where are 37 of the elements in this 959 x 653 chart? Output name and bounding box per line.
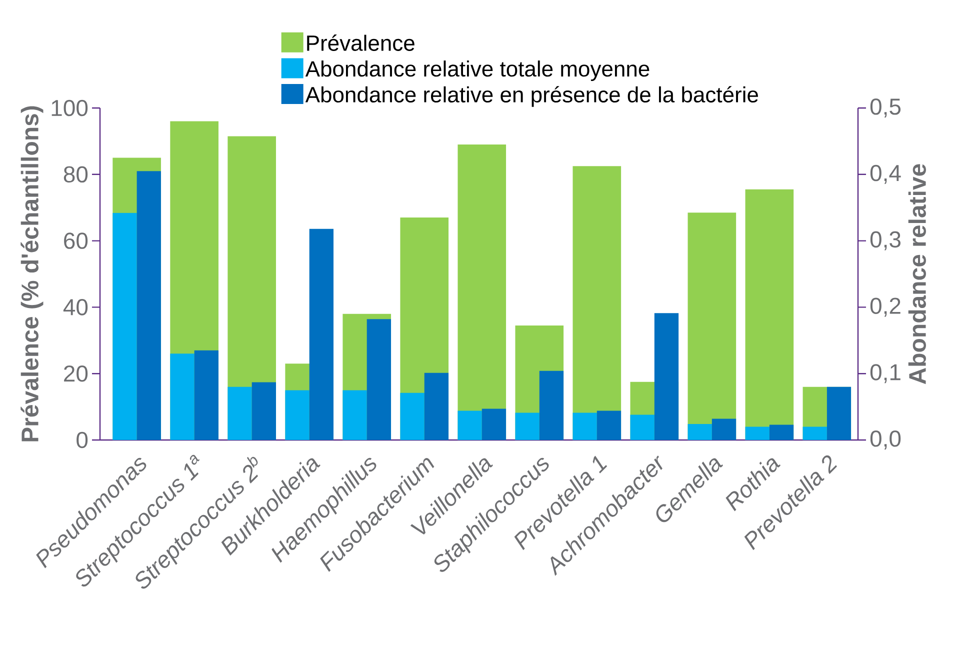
legend-label: Abondance relative totale moyenne (305, 60, 650, 82)
y2-tick-label: 0,0 (870, 430, 901, 450)
bar (572, 412, 597, 440)
bar (170, 354, 194, 440)
bar (688, 424, 712, 440)
bar (482, 408, 506, 440)
y-tick-label: 100 (52, 100, 88, 116)
bar (194, 350, 218, 440)
y2-tick-label: 0,5 (870, 98, 901, 118)
bar (252, 382, 276, 440)
bar (712, 418, 736, 440)
bar (309, 228, 334, 440)
bar (228, 386, 252, 440)
legend-label: Prévalence (307, 34, 414, 51)
y-tick-label: 60 (64, 232, 88, 249)
bar (539, 370, 564, 440)
y2-tick-label: 0,3 (870, 231, 900, 250)
y2-axis-title: Abondance relative (908, 164, 926, 384)
y-axis-title: Prévalence (% d'échantillons) (20, 106, 44, 442)
y-tick-label: 20 (64, 365, 88, 382)
y-tick-label: 0 (76, 432, 88, 448)
y-tick-label: 40 (63, 299, 88, 316)
bar (802, 426, 827, 440)
bar (342, 390, 367, 440)
bar (630, 414, 654, 440)
bar (424, 372, 449, 440)
bar (515, 412, 540, 440)
y2-tick-label: 0,1 (870, 364, 900, 384)
bar (769, 424, 794, 440)
y-tick-label: 80 (64, 166, 88, 183)
bar (745, 426, 770, 440)
bar (458, 410, 482, 440)
bar (400, 392, 424, 440)
legend-label: Abondance relative en présence de la bactérie (305, 86, 758, 107)
y2-tick-label: 0,2 (870, 298, 900, 317)
bar (596, 410, 622, 440)
y2-tick-label: 0,4 (870, 164, 901, 184)
